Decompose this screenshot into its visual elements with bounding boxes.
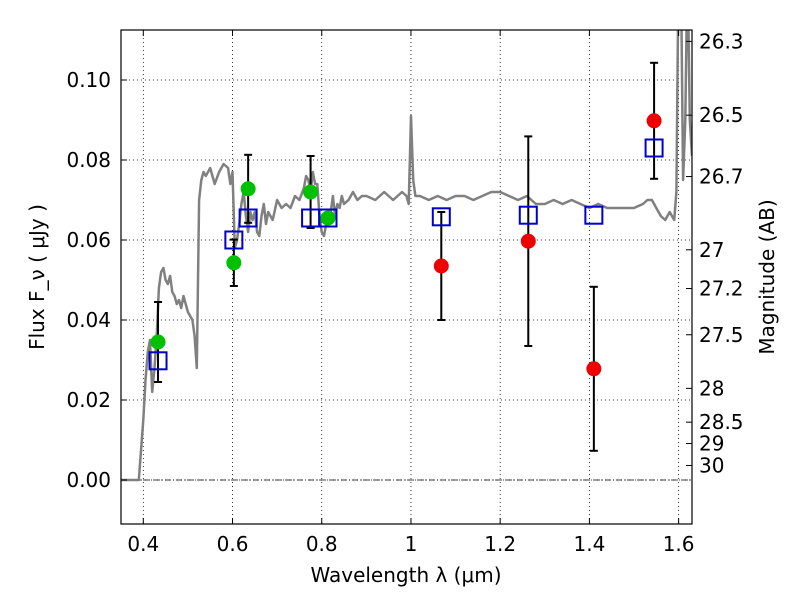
magnitude-tick-label: 26.3: [699, 29, 744, 53]
x-tick-label: 1.2: [484, 532, 516, 556]
model-flux-square: [584, 205, 604, 225]
x-tick-label: 0.4: [127, 532, 159, 556]
magnitude-tick-label: 28: [699, 376, 724, 400]
model-flux-square: [644, 138, 664, 158]
y-tick-label: 0.10: [66, 68, 111, 92]
magnitude-tick-label: 26.7: [699, 165, 744, 189]
model-spectrum: [121, 30, 692, 482]
model-flux-square: [318, 208, 338, 228]
magnitude-tick-label: 27: [699, 238, 724, 262]
flux-point: [586, 361, 602, 377]
magnitude-tick-label: 28.5: [699, 410, 744, 434]
flux-point: [520, 233, 536, 249]
flux-point: [320, 210, 336, 226]
y-ticks: 0.00 0.02 0.04 0.06 0.08 0.10: [66, 68, 127, 492]
x-tick-label: 0.6: [217, 532, 249, 556]
plot-frame: [120, 29, 693, 525]
flux-point: [240, 181, 256, 197]
flux-point: [433, 258, 449, 274]
magnitude-tick-label: 27.5: [699, 323, 744, 347]
model-flux-square: [238, 208, 258, 228]
x-tick-label: 1.4: [573, 532, 605, 556]
x-tick-label: 1.6: [663, 532, 695, 556]
y-tick-label: 0.02: [66, 388, 111, 412]
flux-point: [303, 184, 319, 200]
data-markers: [148, 113, 664, 377]
magnitude-axis-title: Magnitude (AB): [755, 199, 779, 354]
y-axis-title-text: Flux F_ν ( μJy ): [25, 204, 49, 350]
y-tick-label: 0.06: [66, 228, 111, 252]
x-tick-label: 1: [405, 532, 418, 556]
y-axis-title: Flux F_ν ( μJy ): [25, 204, 49, 350]
model-flux-square: [148, 351, 168, 371]
magnitude-tick-label: 30: [699, 453, 724, 477]
model-flux-square: [518, 205, 538, 225]
model-flux-square: [224, 230, 244, 250]
x-ticks: 0.4 0.6 0.8 1 1.2 1.4 1.6: [127, 30, 695, 556]
x-tick-label: 0.8: [306, 532, 338, 556]
flux-point: [150, 334, 166, 350]
grid: [121, 30, 692, 524]
model-flux-square: [431, 207, 451, 227]
flux-point: [646, 113, 662, 129]
magnitude-tick-label: 29: [699, 432, 724, 456]
y-tick-label: 0.04: [66, 308, 111, 332]
y-tick-label: 0.08: [66, 148, 111, 172]
x-axis-title: Wavelength λ (μm): [310, 563, 501, 587]
flux-point: [226, 255, 242, 271]
magnitude-tick-label: 26.5: [699, 103, 744, 127]
y-tick-label: 0.00: [66, 468, 111, 492]
spectrum-line: [121, 30, 692, 482]
magnitude-tick-label: 27.2: [699, 277, 744, 301]
